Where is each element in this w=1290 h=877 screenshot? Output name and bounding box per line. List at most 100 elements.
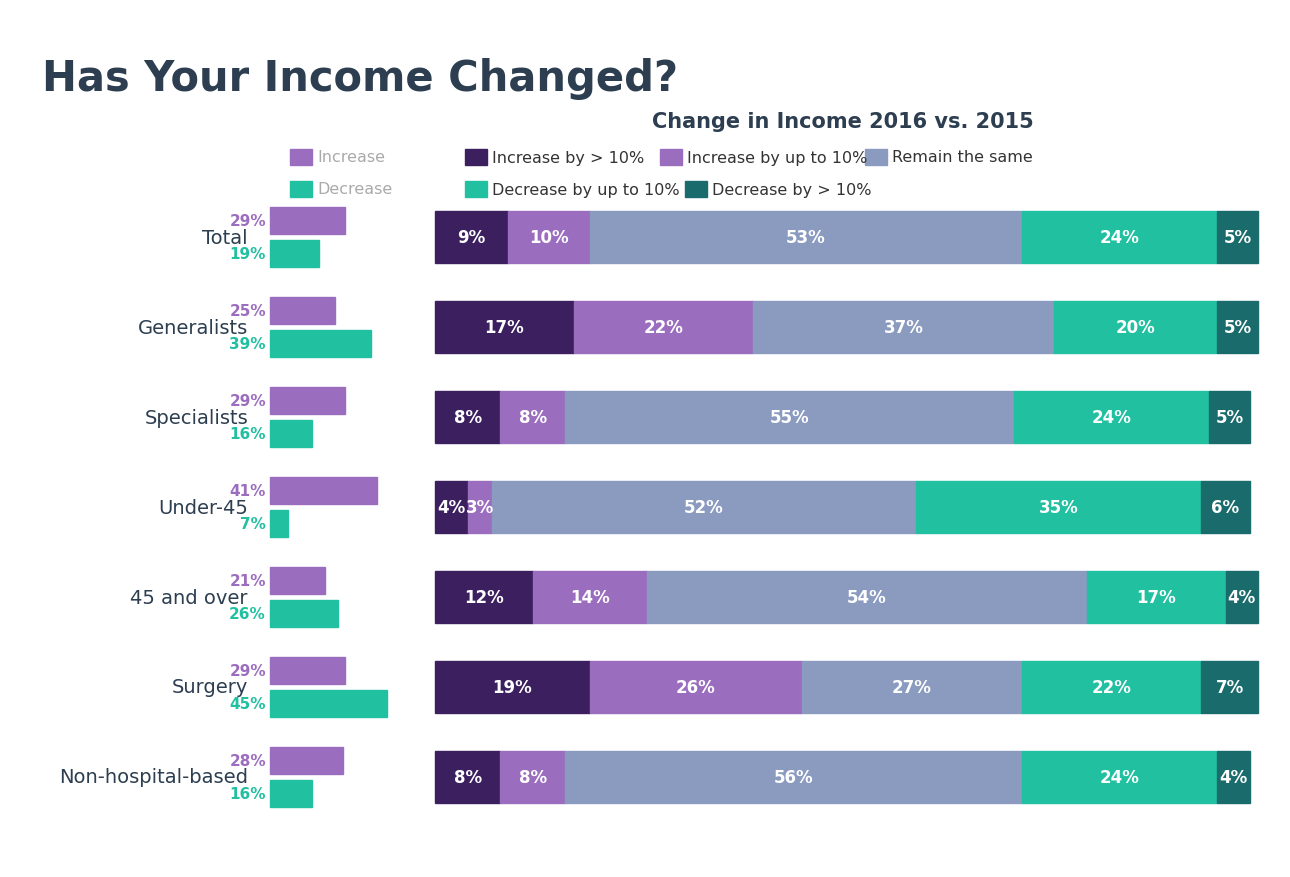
Text: 19%: 19% [230, 246, 266, 261]
Bar [435, 481, 467, 533]
Text: 29%: 29% [230, 663, 266, 678]
Text: Change in Income 2016 vs. 2015: Change in Income 2016 vs. 2015 [651, 112, 1033, 132]
Text: 9%: 9% [458, 229, 486, 246]
Bar [270, 388, 346, 415]
Bar [270, 331, 372, 358]
Text: Total: Total [203, 228, 248, 247]
Bar [590, 211, 1022, 264]
Text: Surgery: Surgery [172, 678, 248, 696]
Bar [1209, 391, 1250, 444]
Text: Increase by up to 10%: Increase by up to 10% [688, 150, 867, 165]
Text: 24%: 24% [1099, 768, 1139, 786]
Bar [435, 661, 590, 713]
Bar [290, 150, 312, 166]
Bar [590, 661, 802, 713]
Bar [1218, 211, 1258, 264]
Text: Generalists: Generalists [138, 318, 248, 337]
Text: 10%: 10% [529, 229, 569, 246]
Bar [464, 182, 488, 198]
Text: 21%: 21% [230, 574, 266, 588]
Text: 12%: 12% [464, 588, 504, 606]
Bar [565, 751, 1022, 803]
Text: 41%: 41% [230, 483, 266, 498]
Text: 29%: 29% [230, 394, 266, 409]
Bar [270, 567, 325, 595]
Bar [290, 182, 312, 198]
Bar [467, 481, 491, 533]
Text: 24%: 24% [1091, 409, 1131, 426]
Bar [646, 571, 1087, 624]
Text: 37%: 37% [884, 318, 924, 337]
Text: 26%: 26% [230, 606, 266, 621]
Text: Has Your Income Changed?: Has Your Income Changed? [43, 58, 679, 100]
Bar [802, 661, 1022, 713]
Bar [270, 510, 288, 538]
Text: 53%: 53% [786, 229, 826, 246]
Text: 24%: 24% [1099, 229, 1139, 246]
Text: 27%: 27% [891, 678, 931, 696]
Bar [435, 211, 508, 264]
Bar [270, 208, 346, 235]
Bar [270, 420, 312, 447]
Text: 26%: 26% [676, 678, 716, 696]
Text: 39%: 39% [230, 337, 266, 352]
Text: Non-hospital-based: Non-hospital-based [59, 767, 248, 787]
Bar [501, 391, 565, 444]
Text: 45 and over: 45 and over [130, 588, 248, 607]
Bar [270, 240, 320, 267]
Text: 35%: 35% [1038, 498, 1078, 517]
Bar [270, 781, 312, 807]
Bar [508, 211, 590, 264]
Text: 4%: 4% [1228, 588, 1256, 606]
Text: 14%: 14% [570, 588, 610, 606]
Bar [1226, 571, 1258, 624]
Bar [270, 747, 343, 774]
Bar [1022, 751, 1218, 803]
Bar [916, 481, 1201, 533]
Text: 6%: 6% [1211, 498, 1240, 517]
Bar [270, 657, 346, 684]
Text: 3%: 3% [466, 498, 494, 517]
Text: 20%: 20% [1116, 318, 1156, 337]
Bar [270, 297, 335, 324]
Text: 7%: 7% [240, 517, 266, 531]
Text: 8%: 8% [519, 409, 547, 426]
Bar [1218, 302, 1258, 353]
Bar [1054, 302, 1218, 353]
Bar [270, 477, 377, 504]
Text: 17%: 17% [1136, 588, 1176, 606]
Text: 16%: 16% [230, 786, 266, 801]
Text: 7%: 7% [1215, 678, 1244, 696]
Text: 8%: 8% [454, 768, 481, 786]
Text: 5%: 5% [1224, 229, 1251, 246]
Bar [753, 302, 1054, 353]
Text: 4%: 4% [1219, 768, 1247, 786]
Text: Increase: Increase [317, 150, 384, 165]
Bar [435, 751, 501, 803]
Text: 8%: 8% [519, 768, 547, 786]
Bar [660, 150, 682, 166]
Bar [435, 302, 574, 353]
Bar [533, 571, 646, 624]
Text: Under-45: Under-45 [159, 498, 248, 517]
Bar [1022, 661, 1201, 713]
Bar [1022, 211, 1218, 264]
Text: 25%: 25% [230, 303, 266, 318]
Bar [435, 571, 533, 624]
Text: Increase by > 10%: Increase by > 10% [491, 150, 644, 165]
Text: 22%: 22% [1091, 678, 1131, 696]
Text: 4%: 4% [437, 498, 466, 517]
Bar [565, 391, 1014, 444]
Text: Decrease: Decrease [317, 182, 392, 197]
Text: Remain the same: Remain the same [891, 150, 1033, 165]
Text: 56%: 56% [774, 768, 814, 786]
Text: 8%: 8% [454, 409, 481, 426]
Text: 19%: 19% [493, 678, 533, 696]
Text: 29%: 29% [230, 214, 266, 229]
Bar [270, 690, 387, 717]
Text: 17%: 17% [485, 318, 524, 337]
Bar [435, 391, 501, 444]
Bar [270, 601, 338, 627]
Text: Decrease by up to 10%: Decrease by up to 10% [491, 182, 680, 197]
Text: 16%: 16% [230, 426, 266, 441]
